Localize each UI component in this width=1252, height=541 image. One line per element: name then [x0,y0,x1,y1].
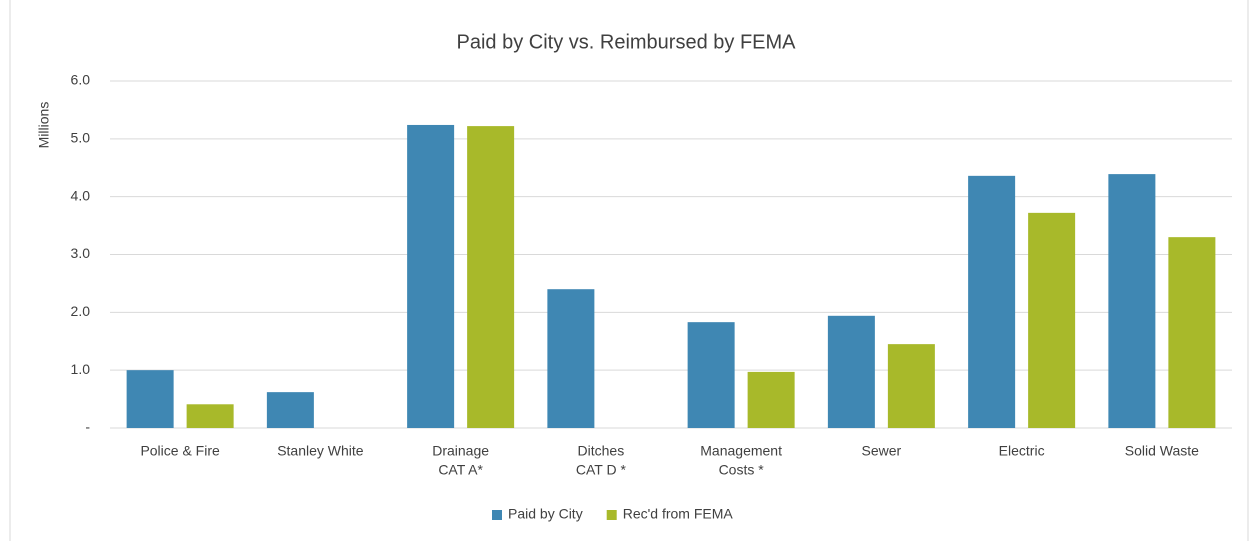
y-tick-label: 5.0 [71,130,91,146]
x-tick-label: Management [700,443,782,459]
y-tick-label: - [85,419,90,435]
bar [827,315,875,428]
bar [968,175,1016,428]
bar [1108,174,1156,428]
bar [547,289,595,428]
x-tick-label: Costs * [719,462,765,478]
bar [1168,237,1216,428]
x-tick-label: Ditches [578,443,625,459]
legend-label: Paid by City [508,506,583,522]
bar [126,370,174,428]
y-axis-label: Millions [36,102,52,149]
y-tick-label: 3.0 [71,245,91,261]
x-tick-label: Stanley White [277,443,364,459]
x-tick-label: CAT A* [438,462,483,478]
bar [407,124,455,428]
chart-border [9,0,1249,541]
x-tick-label: Sewer [862,443,902,459]
x-tick-label: Solid Waste [1125,443,1199,459]
x-tick-label: Electric [999,443,1045,459]
bar [266,392,314,428]
bar [747,371,795,428]
bar [1028,212,1076,428]
chart-title: Paid by City vs. Reimbursed by FEMA [457,31,797,53]
x-tick-label: Drainage [432,443,489,459]
y-tick-label: 1.0 [71,361,91,377]
y-tick-label: 6.0 [71,72,91,88]
legend-label: Rec'd from FEMA [623,506,734,522]
bar [186,404,234,428]
y-tick-label: 4.0 [71,187,91,203]
bar [887,344,935,428]
y-tick-label: 2.0 [71,303,91,319]
bar [467,126,515,429]
legend-swatch [606,510,617,520]
legend-swatch [492,510,502,520]
bar [687,322,735,428]
x-tick-label: Police & Fire [140,443,220,459]
x-tick-label: CAT D * [576,462,627,478]
